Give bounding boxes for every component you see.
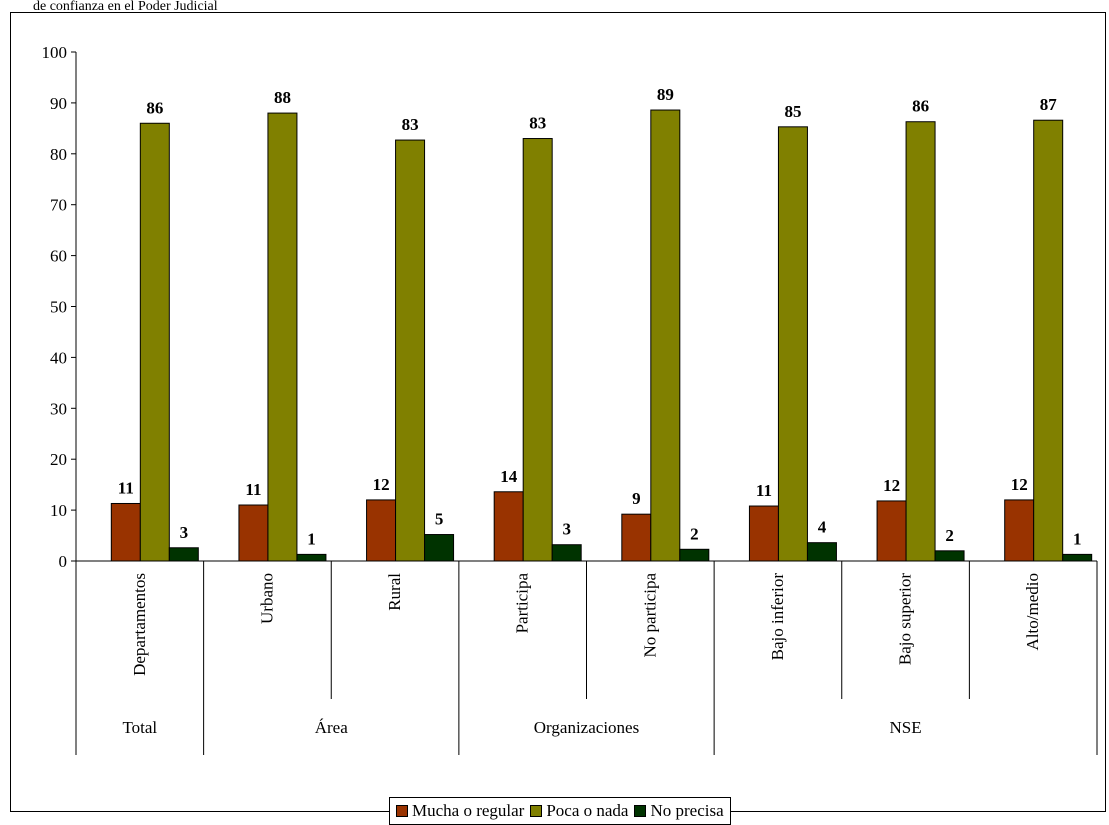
y-tick-label: 10 xyxy=(50,501,67,520)
bar xyxy=(522,138,553,562)
legend: Mucha o regular Poca o nada No precisa xyxy=(389,797,731,825)
y-tick-label: 40 xyxy=(50,348,67,367)
y-tick-label: 0 xyxy=(59,552,68,571)
group-label: Organizaciones xyxy=(534,718,639,737)
bar xyxy=(934,550,965,562)
legend-swatch xyxy=(634,805,647,817)
data-label: 14 xyxy=(500,467,518,486)
data-label: 86 xyxy=(146,98,163,117)
legend-swatch xyxy=(396,805,408,817)
group-label: Área xyxy=(315,718,348,737)
data-label: 87 xyxy=(1040,95,1058,114)
data-label: 83 xyxy=(529,114,546,133)
group-label: Total xyxy=(122,718,157,737)
data-label: 88 xyxy=(274,88,291,107)
bar xyxy=(551,544,582,562)
legend-label: Poca o nada xyxy=(546,801,629,820)
bar-chart: 010203040506070809010011863Departamentos… xyxy=(42,43,1098,755)
bar xyxy=(1062,553,1093,562)
legend-item: Mucha o regular xyxy=(396,801,524,821)
y-tick-label: 50 xyxy=(50,298,67,317)
y-tick-label: 90 xyxy=(50,94,67,113)
bar xyxy=(650,109,681,562)
data-label: 11 xyxy=(756,481,772,500)
category-label: Participa xyxy=(513,573,532,634)
category-label: No participa xyxy=(640,573,659,658)
cropped-heading: de confianza en el Poder Judicial xyxy=(33,0,218,11)
data-label: 86 xyxy=(912,97,929,116)
bar xyxy=(777,126,808,562)
y-tick-label: 100 xyxy=(42,43,68,62)
category-label: Rural xyxy=(385,573,404,611)
bar xyxy=(493,491,524,562)
bar xyxy=(110,502,141,562)
y-tick-label: 60 xyxy=(50,247,67,266)
bar xyxy=(806,542,837,562)
bar xyxy=(621,513,652,562)
y-tick-label: 70 xyxy=(50,196,67,215)
data-label: 85 xyxy=(784,102,801,121)
data-label: 12 xyxy=(373,475,390,494)
category-label: Departamentos xyxy=(130,573,149,676)
bar xyxy=(424,534,455,562)
bar xyxy=(267,112,298,562)
bar xyxy=(876,500,907,562)
data-label: 12 xyxy=(883,476,900,495)
bar xyxy=(679,548,710,562)
bar xyxy=(1033,119,1064,562)
legend-item: Poca o nada xyxy=(530,801,628,821)
data-label: 1 xyxy=(307,529,316,548)
legend-swatch xyxy=(530,805,543,817)
bar xyxy=(139,122,170,562)
bar xyxy=(238,504,269,562)
category-label: Urbano xyxy=(257,573,276,624)
bar xyxy=(395,139,426,562)
legend-label: No precisa xyxy=(650,801,724,820)
legend-label: Mucha o regular xyxy=(412,801,525,820)
data-label: 2 xyxy=(945,526,954,545)
y-tick-label: 20 xyxy=(50,450,67,469)
data-label: 89 xyxy=(657,85,674,104)
bar xyxy=(1004,499,1035,562)
legend-item: No precisa xyxy=(634,801,724,821)
data-label: 3 xyxy=(180,523,189,542)
data-label: 9 xyxy=(632,489,641,508)
chart-frame: de confianza en el Poder Judicial 0 10 20 3… xyxy=(10,0,1106,825)
data-label: 11 xyxy=(118,478,134,497)
category-label: Bajo superior xyxy=(896,573,915,665)
category-label: Bajo inferior xyxy=(768,573,787,661)
data-label: 3 xyxy=(562,520,571,539)
data-label: 11 xyxy=(245,480,261,499)
data-label: 5 xyxy=(435,510,444,529)
y-tick-label: 30 xyxy=(50,399,67,418)
data-label: 4 xyxy=(818,518,827,537)
bar xyxy=(905,121,936,562)
data-label: 1 xyxy=(1073,529,1082,548)
bar xyxy=(366,499,397,562)
bar xyxy=(168,547,199,562)
y-tick-label: 80 xyxy=(50,145,67,164)
data-label: 83 xyxy=(402,115,419,134)
bar xyxy=(748,505,779,562)
data-label: 2 xyxy=(690,524,699,543)
group-label: NSE xyxy=(890,718,922,737)
data-label: 12 xyxy=(1011,475,1028,494)
category-label: Alto/medio xyxy=(1023,573,1042,650)
bar xyxy=(296,553,327,562)
